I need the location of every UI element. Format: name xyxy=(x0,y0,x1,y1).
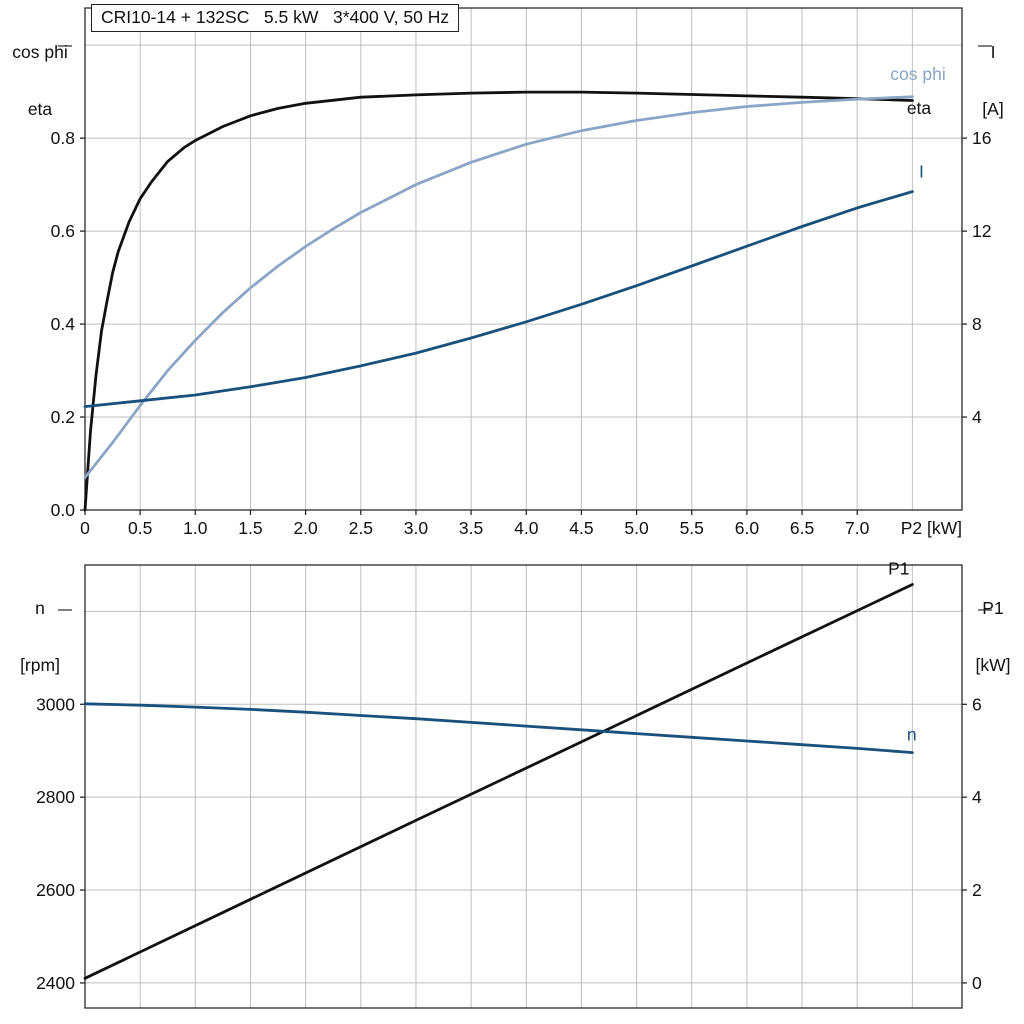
axis-label-p1-unit: [kW] xyxy=(975,655,1011,675)
axis-label-eta: eta xyxy=(27,99,53,119)
left-tick-label: 0.0 xyxy=(51,500,76,520)
left-tick-label: 0.4 xyxy=(51,314,76,334)
x-tick-label: 7.0 xyxy=(845,518,870,538)
curve-label-cos-phi: cos phi xyxy=(890,64,945,84)
axis-label-speed: n xyxy=(35,598,45,618)
x-tick-label: 1.0 xyxy=(183,518,208,538)
x-tick-label: 5.5 xyxy=(680,518,704,538)
x-tick-label: 3.5 xyxy=(459,518,483,538)
series-line-n xyxy=(83,702,914,754)
left-tick-label: 0.8 xyxy=(51,128,75,148)
left-tick-label: 2800 xyxy=(36,787,75,807)
axis-label-cos-phi: cos phi xyxy=(12,42,68,62)
top-left-axis-header: cos phi eta xyxy=(2,5,78,157)
series-line-P1 xyxy=(83,583,914,980)
bottom-right-axis-header: P1 [kW] xyxy=(966,561,1020,713)
curve-label-P1: P1 xyxy=(888,558,909,578)
left-tick-label: 0.2 xyxy=(51,407,75,427)
x-tick-label: 6.0 xyxy=(735,518,760,538)
left-tick-label: 3000 xyxy=(36,694,75,714)
axis-label-speed-unit: [rpm] xyxy=(20,655,60,675)
curve-label-n: n xyxy=(907,725,917,745)
right-tick-label: 4 xyxy=(972,787,982,807)
right-tick-label: 4 xyxy=(972,407,982,427)
left-tick-label: 2600 xyxy=(36,880,75,900)
axis-label-current: I xyxy=(990,42,996,62)
x-tick-label: 2.5 xyxy=(349,518,373,538)
x-tick-label: 0.5 xyxy=(128,518,152,538)
right-tick-label: 2 xyxy=(972,880,982,900)
curve-label-I: I xyxy=(919,162,924,182)
x-tick-label: 5.0 xyxy=(624,518,649,538)
x-axis-label: P2 [kW] xyxy=(901,518,962,538)
plot-frame xyxy=(84,564,963,1009)
series-line-I xyxy=(83,190,914,409)
top-right-axis-header: I [A] xyxy=(966,5,1020,157)
x-tick-label: 2.0 xyxy=(293,518,318,538)
series-line-eta xyxy=(83,90,914,512)
right-tick-label: 16 xyxy=(972,128,991,148)
chart-title-box: CRI10-14 + 132SC 5.5 kW 3*400 V, 50 Hz xyxy=(91,4,460,32)
x-tick-label: 3.0 xyxy=(404,518,429,538)
right-tick-label: 8 xyxy=(972,314,982,334)
x-tick-label: 6.5 xyxy=(790,518,814,538)
x-tick-label: 4.5 xyxy=(569,518,593,538)
x-tick-label: 0 xyxy=(80,518,90,538)
right-tick-label: 6 xyxy=(972,694,982,714)
axis-label-current-unit: [A] xyxy=(982,99,1004,119)
left-tick-label: 0.6 xyxy=(51,221,75,241)
plot-frame xyxy=(84,7,963,511)
x-tick-label: 4.0 xyxy=(514,518,539,538)
right-tick-label: 0 xyxy=(972,973,982,993)
bottom-left-axis-header: n [rpm] xyxy=(2,561,78,713)
right-tick-label: 12 xyxy=(972,221,991,241)
series-line-cos-phi xyxy=(83,95,914,479)
left-tick-label: 2400 xyxy=(36,973,75,993)
axis-label-p1: P1 xyxy=(982,598,1004,618)
x-tick-label: 1.5 xyxy=(238,518,262,538)
curve-label-eta: eta xyxy=(907,98,932,118)
